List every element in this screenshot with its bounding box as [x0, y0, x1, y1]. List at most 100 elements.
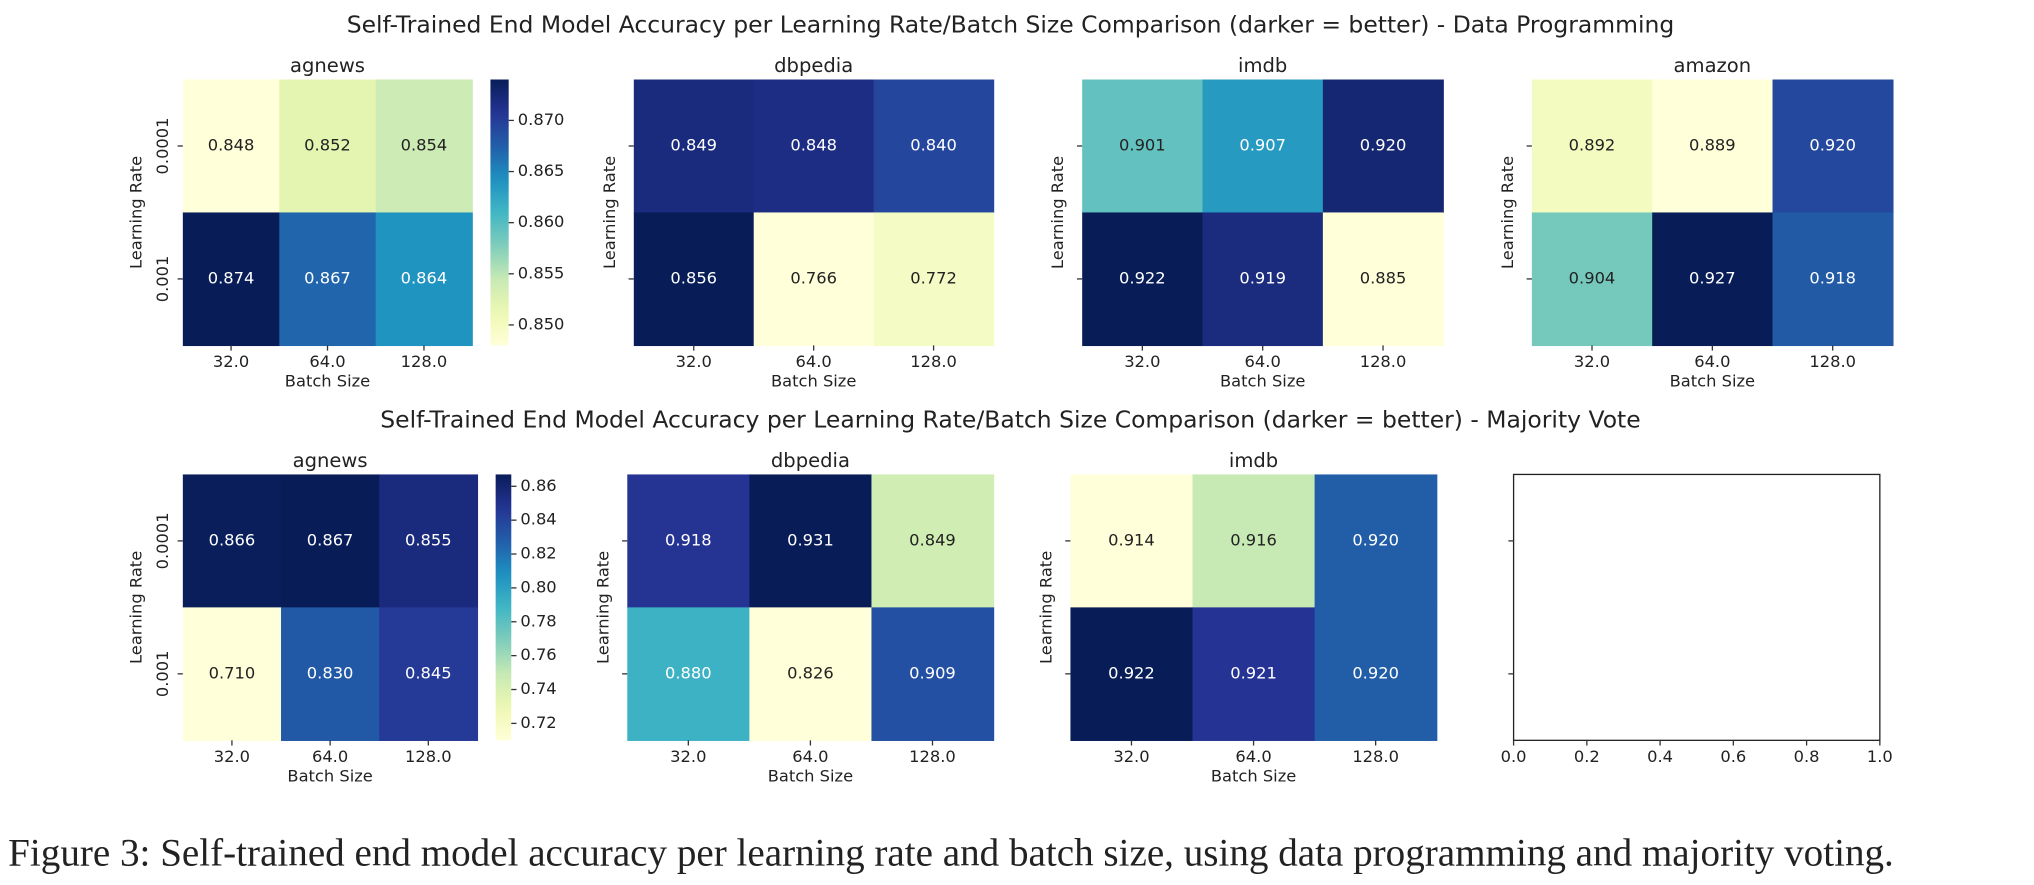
- x-tick-label: 128.0: [1360, 352, 1407, 371]
- x-tick-label: 32.0: [1113, 747, 1149, 766]
- heatmap-cell: [1192, 607, 1316, 741]
- colorbar-tick-label: 0.870: [518, 110, 565, 129]
- x-axis-label: Batch Size: [768, 766, 853, 785]
- figure-title: Self-Trained End Model Accuracy per Lear…: [380, 405, 1640, 433]
- heatmap-cell: [1772, 212, 1894, 347]
- x-tick-label: 32.0: [676, 352, 712, 371]
- cell-label: 0.920: [1360, 135, 1407, 154]
- x-tick-label: 64.0: [792, 747, 828, 766]
- cell-label: 0.920: [1352, 663, 1399, 682]
- heatmap-cell: [182, 607, 282, 741]
- heatmap-cell: [1202, 212, 1324, 347]
- y-tick-label: 0.0001: [153, 117, 172, 174]
- x-tick-label: 64.0: [312, 747, 348, 766]
- cell-label: 0.710: [209, 663, 256, 682]
- chart-title: dbpedia: [771, 449, 850, 472]
- heatmap-cell: [1322, 212, 1444, 347]
- cell-label: 0.921: [1230, 663, 1277, 682]
- heatmap-cell: [182, 474, 282, 609]
- heatmap-cell: [379, 474, 479, 609]
- cell-label: 0.922: [1108, 663, 1155, 682]
- x-tick-label: 32.0: [1574, 352, 1610, 371]
- cell-label: 0.849: [670, 135, 717, 154]
- chart-title: agnews: [290, 54, 365, 77]
- heatmap-cell: [279, 79, 377, 214]
- cell-label: 0.856: [670, 268, 717, 287]
- x-tick-label: 128.0: [909, 747, 956, 766]
- x-tick-label: 32.0: [213, 352, 249, 371]
- y-axis-label: Learning Rate: [127, 156, 146, 269]
- heatmap-cell: [1070, 474, 1194, 609]
- y-tick-label: 0.0001: [153, 512, 172, 569]
- cell-label: 0.919: [1239, 268, 1286, 287]
- y-axis-label: Learning Rate: [127, 551, 146, 664]
- colorbar-tick-label: 0.74: [520, 679, 556, 698]
- cell-label: 0.918: [1809, 268, 1856, 287]
- y-axis-label: Learning Rate: [600, 156, 619, 269]
- cell-label: 0.918: [665, 530, 712, 549]
- colorbar-tick-label: 0.855: [518, 263, 565, 282]
- heatmap-cell: [1531, 212, 1653, 347]
- x-tick-label: 64.0: [796, 352, 832, 371]
- cell-label: 0.830: [307, 663, 354, 682]
- cell-label: 0.914: [1108, 530, 1155, 549]
- y-axis-label: Learning Rate: [1498, 156, 1517, 269]
- x-tick-label: 0.8: [1794, 747, 1820, 766]
- colorbar-tick-label: 0.80: [520, 577, 556, 596]
- x-tick-label: 32.0: [214, 747, 250, 766]
- x-tick-label: 128.0: [405, 747, 452, 766]
- colorbar: [490, 79, 509, 346]
- heatmap-cell: [871, 607, 995, 741]
- cell-label: 0.931: [787, 530, 834, 549]
- colorbar-tick-label: 0.850: [518, 314, 565, 333]
- heatmap-cell: [375, 212, 473, 347]
- heatmap-cell: [379, 607, 479, 741]
- x-axis-label: Batch Size: [1670, 371, 1755, 390]
- cell-label: 0.840: [910, 135, 957, 154]
- heatmap-cell: [873, 212, 995, 347]
- cell-label: 0.922: [1119, 268, 1166, 287]
- caption: Figure 3: Self-trained end model accurac…: [8, 831, 1894, 874]
- cell-label: 0.909: [909, 663, 956, 682]
- heatmap-cell: [1772, 79, 1894, 214]
- heatmap-cell: [375, 79, 473, 214]
- heatmap-cell: [627, 474, 751, 609]
- cell-label: 0.867: [304, 268, 351, 287]
- heatmap-cell: [627, 607, 751, 741]
- cell-label: 0.864: [401, 268, 448, 287]
- cell-label: 0.854: [401, 135, 448, 154]
- x-axis-label: Batch Size: [285, 371, 370, 390]
- y-axis-label: Learning Rate: [1036, 551, 1055, 664]
- heatmap-cell: [1192, 474, 1316, 609]
- heatmap-cell: [182, 79, 280, 214]
- cell-label: 0.874: [208, 268, 255, 287]
- x-tick-label: 128.0: [1352, 747, 1399, 766]
- chart-title: imdb: [1229, 449, 1278, 472]
- heatmap-cell: [182, 212, 280, 347]
- colorbar-tick-label: 0.865: [518, 161, 565, 180]
- cell-label: 0.867: [307, 530, 354, 549]
- heatmap-cell: [873, 79, 995, 214]
- x-tick-label: 64.0: [309, 352, 345, 371]
- cell-label: 0.916: [1230, 530, 1277, 549]
- cell-label: 0.927: [1689, 268, 1736, 287]
- heatmap-cell: [1531, 79, 1653, 214]
- cell-label: 0.920: [1809, 135, 1856, 154]
- x-tick-label: 0.4: [1647, 747, 1673, 766]
- x-axis-label: Batch Size: [1220, 371, 1305, 390]
- colorbar-tick-label: 0.72: [520, 713, 556, 732]
- heatmap-cell: [1082, 79, 1204, 214]
- heatmap-cell: [753, 212, 875, 347]
- heatmap-cell: [871, 474, 995, 609]
- x-axis-label: Batch Size: [1211, 766, 1296, 785]
- x-axis-label: Batch Size: [771, 371, 856, 390]
- heatmap-cell: [633, 212, 755, 347]
- x-tick-label: 0.2: [1574, 747, 1600, 766]
- y-axis-label: Learning Rate: [1048, 156, 1067, 269]
- cell-label: 0.849: [909, 530, 956, 549]
- heatmap-cell: [1202, 79, 1324, 214]
- y-axis-label: Learning Rate: [593, 551, 612, 664]
- heatmap-cell: [749, 474, 873, 609]
- heatmap-cell: [281, 607, 380, 741]
